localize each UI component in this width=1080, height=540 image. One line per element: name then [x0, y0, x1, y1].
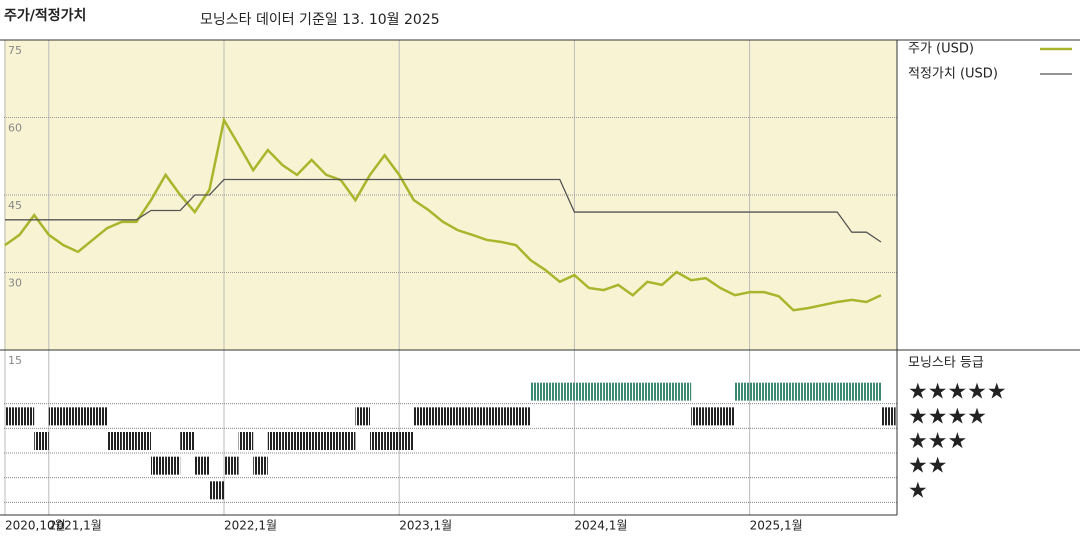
rating-bar	[837, 382, 852, 401]
x-tick-label: 2021,1월	[49, 519, 102, 533]
rating-bar	[618, 382, 633, 401]
rating-bar	[399, 432, 414, 450]
rating-bar	[574, 382, 589, 401]
rating-bar	[457, 407, 473, 426]
marks	[4, 116, 896, 500]
x-tick-label: 2022,1월	[224, 519, 277, 533]
rating-bar	[808, 382, 823, 401]
rating-bar	[735, 382, 750, 401]
rating-bar	[209, 481, 224, 500]
rating-bar	[238, 432, 254, 450]
rating-bar	[764, 382, 779, 401]
rating-bar	[472, 407, 487, 426]
rating-bar	[5, 407, 20, 426]
chart-title: 주가/적정가치	[4, 7, 86, 24]
rating-bar	[501, 407, 516, 426]
rating-bar	[559, 382, 575, 401]
rating-bar	[107, 432, 122, 450]
rating-title: 모닝스타 등급	[908, 356, 984, 371]
rating-bar	[340, 432, 356, 450]
rating-bar	[165, 456, 181, 475]
x-tick-label: 2020,10월	[5, 519, 66, 533]
rating-bar	[253, 456, 268, 475]
rating-bar	[647, 382, 662, 401]
legend-label: 주가 (USD)	[908, 42, 974, 57]
rating-label: ★	[908, 478, 928, 503]
rating-label: ★★★★	[908, 404, 987, 429]
rating-bar	[720, 407, 735, 426]
rating-bar	[92, 407, 108, 426]
rating-bar	[326, 432, 341, 450]
rating-bar	[632, 382, 648, 401]
rating-bar	[311, 432, 327, 450]
rating-label: ★★	[908, 454, 947, 479]
rating-bar	[793, 382, 808, 401]
rating-bar	[355, 407, 370, 426]
rating-bar	[851, 382, 867, 401]
y-tick-label: 60	[8, 122, 22, 135]
y-tick-label: 45	[8, 199, 22, 212]
rating-bar	[48, 407, 64, 426]
rating-bar	[267, 432, 283, 450]
x-tick-label: 2024,1월	[574, 519, 627, 533]
rating-bar	[662, 382, 677, 401]
rating-bar	[224, 456, 239, 475]
rating-bar	[778, 382, 794, 401]
rating-bar	[705, 407, 721, 426]
y-tick-label: 30	[8, 277, 22, 290]
rating-bar	[121, 432, 137, 450]
rating-label: ★★★★★	[908, 380, 1007, 405]
rating-bar	[19, 407, 35, 426]
rating-bar	[881, 407, 896, 426]
x-tick-label: 2023,1월	[399, 519, 452, 533]
rating-bar	[516, 407, 531, 426]
rating-bar	[443, 407, 458, 426]
y-tick-label: 75	[8, 44, 22, 57]
rating-bar	[486, 407, 502, 426]
rating-bar	[180, 432, 195, 450]
rating-bar	[297, 432, 312, 450]
rating-bar	[282, 432, 297, 450]
rating-bar	[749, 382, 765, 401]
rating-bar	[428, 407, 443, 426]
rating-bar	[63, 407, 78, 426]
chart-subtitle: 모닝스타 데이터 기준일 13. 10월 2025	[200, 12, 440, 28]
rating-bar	[194, 456, 210, 475]
y-tick-label: 15	[8, 354, 22, 367]
rating-label: ★★★	[908, 429, 967, 454]
rating-bar	[866, 382, 881, 401]
series-line	[4, 116, 882, 312]
rating-bar	[530, 382, 546, 401]
rating-bar	[151, 456, 166, 475]
rating-bar	[691, 407, 706, 426]
rating-bar	[78, 407, 93, 426]
rating-bar	[370, 432, 385, 450]
series-line	[5, 178, 882, 243]
rating-bar	[136, 432, 151, 450]
rating-bar	[34, 432, 49, 450]
rating-bar	[676, 382, 692, 401]
rating-bar	[545, 382, 560, 401]
rating-bar	[413, 407, 429, 426]
x-tick-label: 2025,1월	[750, 519, 803, 533]
rating-bar	[384, 432, 400, 450]
rating-bar	[603, 382, 619, 401]
rating-bar	[822, 382, 838, 401]
legend-label: 적정가치 (USD)	[908, 67, 998, 82]
rating-bar	[589, 382, 604, 401]
